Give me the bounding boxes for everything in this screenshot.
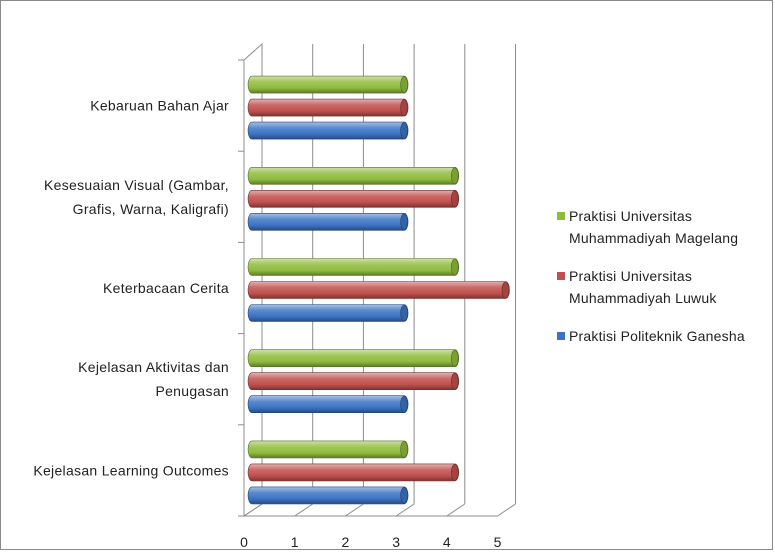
category-label: Kesesuaian Visual (Gambar, (44, 177, 229, 193)
bar-cap (450, 190, 459, 208)
category-label: Penugasan (155, 383, 229, 399)
bar (247, 440, 409, 459)
legend-swatch (557, 332, 565, 340)
bar (247, 349, 460, 367)
legend-label: Praktisi Universitas Muhammadiyah Luwuk (569, 268, 717, 306)
floor-gridline (294, 503, 313, 517)
category-label: Kejelasan Learning Outcomes (33, 462, 229, 478)
bar-cap (450, 372, 459, 390)
bar-cap (400, 122, 408, 139)
bar-cap (400, 395, 408, 413)
floor-gridline (395, 503, 415, 517)
bar-cap (450, 167, 459, 185)
floor-gridline (345, 503, 364, 517)
legend-swatch (557, 212, 565, 220)
bar-cap (400, 76, 408, 93)
bar (247, 121, 409, 140)
x-tick-label: 3 (392, 534, 400, 550)
bar-cap (400, 99, 408, 116)
legend-item: Praktisi Universitas Muhammadiyah Luwuk (557, 265, 772, 309)
x-tick-label: 0 (240, 534, 248, 550)
legend: Praktisi Universitas Muhammadiyah Magela… (557, 205, 772, 363)
bar-cap (450, 464, 459, 481)
x-tick-label: 2 (342, 534, 350, 550)
bar (247, 167, 460, 185)
bar-cap (400, 304, 408, 322)
legend-label: Praktisi Politeknik Ganesha (569, 328, 745, 344)
bar (247, 304, 409, 322)
x-tick-label: 1 (291, 534, 299, 550)
bar (247, 98, 409, 117)
bar-cap (400, 213, 408, 231)
bar (247, 463, 460, 482)
legend-item: Praktisi Politeknik Ganesha (557, 325, 772, 347)
bar-cap (501, 281, 510, 299)
legend-label: Praktisi Universitas Muhammadiyah Magela… (569, 208, 739, 246)
bar-cap (400, 441, 408, 458)
category-label: Kejelasan Aktivitas dan (78, 359, 229, 375)
bar-cap (450, 349, 459, 367)
bar (247, 395, 409, 413)
bar (247, 190, 460, 208)
category-label: Kebaruan Bahan Ajar (90, 98, 229, 114)
x-tick-label: 4 (443, 534, 451, 550)
bar (247, 258, 460, 276)
x-tick-label: 5 (494, 534, 502, 550)
floor-gridline (497, 503, 516, 517)
bar (247, 75, 409, 94)
bar (247, 486, 409, 505)
bar-cap (450, 258, 459, 276)
category-label: Grafis, Warna, Kaligrafi) (73, 201, 229, 217)
floor-gridline (446, 503, 466, 517)
bar-cap (400, 487, 408, 504)
bar (247, 281, 510, 299)
bar (247, 372, 460, 390)
bar (247, 213, 409, 231)
legend-item: Praktisi Universitas Muhammadiyah Magela… (557, 205, 772, 249)
category-label: Keterbacaan Cerita (103, 280, 229, 296)
legend-swatch (557, 272, 565, 280)
